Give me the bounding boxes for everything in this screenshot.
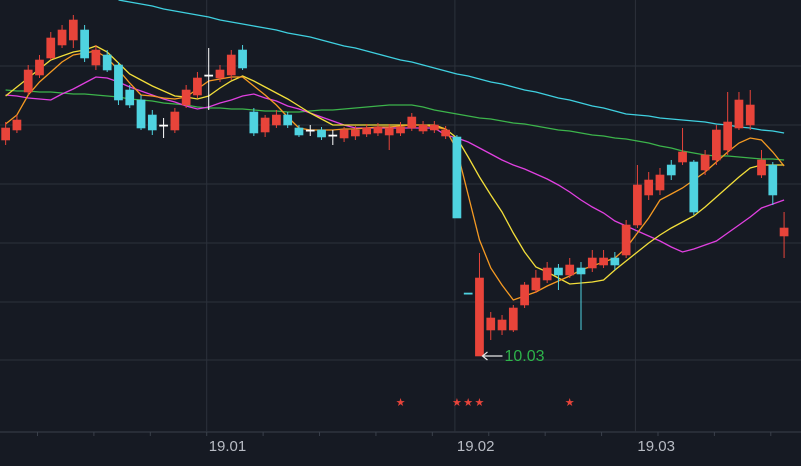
candle-body [317, 129, 326, 138]
candle-body [734, 99, 744, 129]
candle-body [542, 267, 552, 281]
signal-marker: ★ [565, 397, 575, 409]
candle-body [114, 64, 123, 101]
candle-body [57, 29, 67, 46]
candle-body [23, 69, 33, 93]
candle-body [418, 124, 428, 132]
candle-body [633, 184, 642, 226]
ma-line [118, 0, 785, 134]
candle-body [508, 307, 518, 331]
ma-line [5, 50, 785, 301]
x-tick-label: 19.01 [209, 438, 247, 455]
candle-body [621, 224, 631, 256]
signal-marker: ★ [452, 397, 462, 409]
candle-body [452, 136, 462, 219]
candle-body [475, 277, 484, 357]
candle-body [102, 54, 112, 71]
candle-body [283, 114, 293, 126]
candle-body [204, 74, 214, 77]
candle-body [12, 119, 22, 131]
candle-body [757, 159, 766, 176]
candle-body [678, 151, 687, 163]
candle-body [159, 124, 168, 127]
candle-body [463, 292, 473, 295]
candle-body [745, 104, 755, 126]
candle-body [655, 174, 665, 191]
candle-body [610, 257, 620, 266]
candle-body [193, 77, 202, 96]
x-tick-label: 19.02 [457, 438, 495, 455]
candle-body [429, 124, 439, 131]
candle-body [700, 154, 710, 171]
candle-body [238, 49, 247, 69]
candle-body [80, 29, 89, 59]
candle-body [339, 129, 349, 139]
candle-body [779, 227, 789, 237]
candle-body [576, 267, 586, 275]
candle-body [328, 134, 338, 137]
candle-body [644, 179, 654, 196]
candle-body [147, 114, 157, 131]
candle-body [486, 317, 496, 331]
candle-body [91, 49, 101, 66]
candle-body [1, 127, 11, 141]
candle-body [384, 127, 394, 136]
candle-body [768, 164, 778, 196]
candle-body [351, 129, 360, 137]
candle-body [441, 129, 450, 137]
annotation-arrow [481, 351, 503, 361]
candle-body [723, 121, 733, 151]
candle-body [520, 284, 529, 306]
candle-body [46, 37, 56, 59]
candle-body [373, 126, 383, 134]
candle-body [226, 54, 236, 76]
candle-body [712, 129, 721, 161]
candle-body [181, 89, 191, 106]
candle-body [666, 164, 676, 176]
candle-body [68, 19, 78, 41]
signal-marker: ★ [463, 397, 473, 409]
candle-body [362, 127, 372, 135]
candle-body [689, 161, 699, 213]
candle-body [294, 127, 304, 136]
candle-body [136, 99, 146, 129]
signal-marker: ★ [396, 397, 406, 409]
candle-body [35, 59, 44, 76]
candle-body [396, 126, 405, 134]
x-tick-label: 19.03 [637, 438, 675, 455]
candle-body [554, 267, 563, 276]
candle-body [599, 257, 608, 266]
candle-body [249, 111, 259, 134]
candle-body [565, 264, 575, 276]
plot [1, 0, 789, 357]
candle-body [531, 277, 541, 291]
candle-body [125, 89, 135, 106]
candle-body [170, 111, 180, 131]
candle-body [272, 114, 281, 126]
ma-line [5, 45, 785, 285]
candle-body [260, 117, 270, 133]
candle-body [497, 319, 507, 331]
signal-marker: ★ [475, 397, 485, 409]
candle-body [215, 69, 225, 79]
candle-body [587, 257, 597, 269]
annotation-label: 10.03 [504, 348, 544, 365]
ma-line [5, 89, 785, 161]
candle-body [407, 116, 417, 129]
candle-body [305, 129, 315, 132]
